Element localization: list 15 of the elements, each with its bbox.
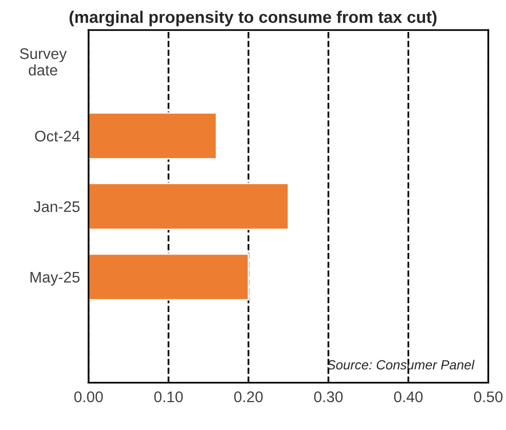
bar [88, 253, 250, 301]
x-tick-label: 0.00 [74, 391, 103, 402]
y-tick-label: Oct-24 [35, 130, 80, 142]
x-tick-label: 0.40 [394, 391, 423, 402]
y-axis-title: Survey date [20, 48, 67, 76]
y-tick-label: May-25 [30, 272, 80, 286]
annotation: Source: Consumer Panel [327, 360, 475, 370]
bar [88, 182, 290, 230]
y-tick-label: Jan-25 [34, 201, 80, 212]
x-tick-label: 0.20 [234, 391, 263, 402]
chart-title: (marginal propensity to consume from tax cut) [70, 10, 436, 26]
bar [88, 112, 218, 160]
x-tick-label: 0.10 [154, 391, 183, 402]
x-tick-label: 0.30 [314, 391, 343, 402]
x-tick-label: 0.50 [474, 391, 503, 402]
